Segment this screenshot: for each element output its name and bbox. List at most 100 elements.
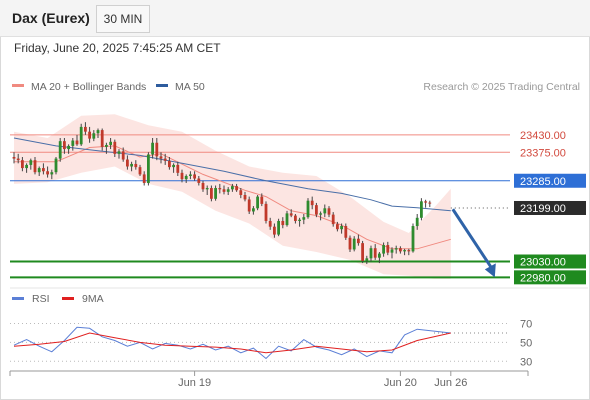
level-tag-3 <box>514 200 586 215</box>
candle-body <box>373 248 377 258</box>
candle-body <box>37 168 41 173</box>
level-tag-2 <box>514 173 586 188</box>
x-tick-label-1: Jun 20 <box>384 377 417 389</box>
candle-body <box>113 141 117 154</box>
candle-body <box>340 226 343 230</box>
candle-body <box>54 158 58 173</box>
candle-body <box>382 245 385 254</box>
candle-body <box>298 219 301 221</box>
candle-body <box>130 163 133 167</box>
candle-body <box>390 249 394 253</box>
candle-body <box>281 220 285 226</box>
candle-body <box>84 126 87 132</box>
rsi-tick-label-30: 30 <box>520 356 532 368</box>
level-label-1: 23375.00 <box>520 147 566 159</box>
candle-body <box>428 202 432 204</box>
forecast-arrow-shaft <box>451 208 494 270</box>
candle-body <box>88 131 91 139</box>
copyright-text: Research © 2025 Trading Central <box>423 81 580 93</box>
candle-body <box>378 253 381 258</box>
candle-body <box>58 141 62 159</box>
rsi-series-9ma <box>13 332 451 354</box>
candle-body <box>63 141 66 150</box>
candle-body <box>121 151 125 160</box>
legend-label-1: MA 50 <box>175 81 205 93</box>
candle-body <box>184 176 188 180</box>
candle-body <box>193 174 196 179</box>
rsi-tick-label-70: 70 <box>520 319 532 331</box>
candle-body <box>352 238 356 250</box>
candle-body <box>424 201 427 203</box>
rsi-legend-swatch-0 <box>12 297 24 300</box>
candle-body <box>235 186 238 191</box>
candle-body <box>168 160 171 168</box>
instrument-title: Dax (Eurex) <box>12 10 90 26</box>
candle-body <box>205 188 209 190</box>
candle-body <box>42 168 45 172</box>
candle-body <box>201 182 205 190</box>
level-label-4: 23030.00 <box>520 257 566 269</box>
candle-body <box>394 248 398 250</box>
level-label-2: 23285.00 <box>520 176 566 188</box>
candle-body <box>79 126 83 145</box>
candle-body <box>117 151 121 154</box>
candle-body <box>105 144 108 147</box>
candle-body <box>252 208 255 212</box>
candle-body <box>285 213 289 226</box>
candle-body <box>369 248 373 259</box>
candle-body <box>415 217 419 227</box>
candle-body <box>323 208 327 214</box>
candle-body <box>260 196 264 204</box>
rsi-tick-label-50: 50 <box>520 337 532 349</box>
candle-body <box>155 142 159 157</box>
candle-body <box>100 130 104 147</box>
candle-body <box>231 186 234 190</box>
candle-body <box>75 140 79 145</box>
interval-tab-30min[interactable]: 30 MIN <box>96 5 150 33</box>
candle-body <box>134 163 138 168</box>
level-tag-5 <box>514 270 586 285</box>
candle-body <box>189 174 192 176</box>
candle-body <box>336 224 339 230</box>
candle-body <box>344 226 348 238</box>
candle-body <box>214 188 217 199</box>
candle-body <box>348 237 352 250</box>
rsi-legend-label-0: RSI <box>32 293 50 305</box>
ma50-line <box>13 137 451 212</box>
candle-body <box>357 238 360 244</box>
candle-body <box>163 158 167 161</box>
candle-body <box>411 226 415 252</box>
candle-body <box>142 174 146 183</box>
candle-body <box>256 196 259 209</box>
timestamp: Friday, June 20, 2025 7:45:25 AM CET <box>14 41 221 55</box>
candle-body <box>16 158 20 161</box>
candle-body <box>210 188 213 199</box>
candle-body <box>138 167 142 175</box>
candle-body <box>92 133 96 139</box>
candle-body <box>399 248 402 252</box>
candle-body <box>147 154 150 183</box>
candle-body <box>319 213 322 215</box>
chart-header: Dax (Eurex) 30 MIN <box>0 0 590 37</box>
candle-body <box>386 245 390 253</box>
candle-body <box>315 205 318 215</box>
candle-body <box>331 214 335 225</box>
level-label-3: 23199.00 <box>520 203 566 215</box>
candle-body <box>71 140 75 146</box>
candle-body <box>46 171 49 175</box>
candle-body <box>264 203 268 221</box>
x-tick-label-0: Jun 19 <box>178 377 211 389</box>
rsi-legend-label-1: 9MA <box>82 293 104 305</box>
rsi-series-rsi <box>13 326 451 360</box>
candle-body <box>310 200 314 206</box>
candle-body <box>109 141 112 145</box>
candle-body <box>289 213 293 216</box>
candle-body <box>243 195 247 200</box>
candle-body <box>12 157 16 159</box>
candle-body <box>67 145 70 150</box>
candle-body <box>172 164 175 168</box>
x-tick-label-2: Jun 26 <box>434 377 467 389</box>
candle-body <box>176 164 180 173</box>
candle-body <box>239 190 243 195</box>
candle-body <box>25 164 28 169</box>
